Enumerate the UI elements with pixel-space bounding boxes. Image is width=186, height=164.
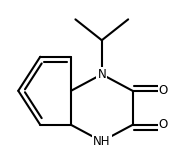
Text: NH: NH — [93, 135, 110, 148]
Text: O: O — [159, 118, 168, 131]
Text: O: O — [159, 84, 168, 97]
Text: N: N — [97, 68, 106, 81]
